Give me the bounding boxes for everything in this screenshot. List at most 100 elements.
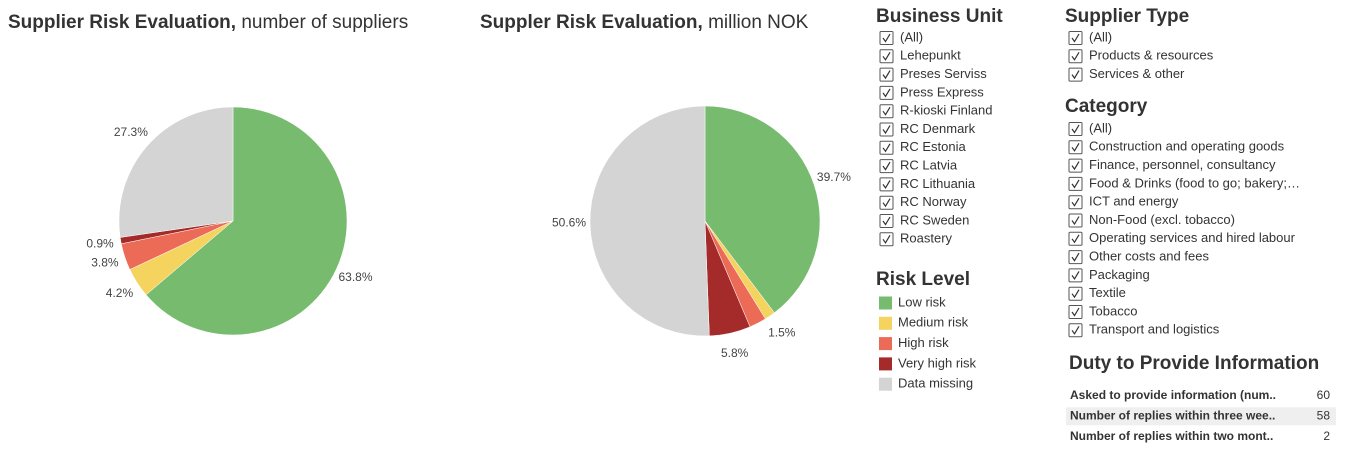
filter-option[interactable]: Construction and operating goods (1089, 139, 1285, 154)
checkmark (882, 88, 891, 98)
checkmark (1071, 252, 1080, 262)
checkbox[interactable] (1068, 195, 1083, 210)
filter-option[interactable]: Press Express (900, 84, 984, 99)
filter-option[interactable]: RC Denmark (900, 121, 976, 136)
checkmark (882, 106, 891, 116)
data-label: 4.2% (106, 286, 134, 300)
checkbox[interactable] (1068, 158, 1083, 173)
checkmark (1071, 51, 1080, 61)
checkbox[interactable] (879, 232, 894, 247)
filter-option[interactable]: Packaging (1089, 267, 1150, 282)
checkbox[interactable] (879, 104, 894, 119)
filter-option[interactable]: ICT and energy (1089, 194, 1179, 209)
filter-option[interactable]: Services & other (1089, 66, 1185, 81)
filter-option[interactable]: RC Sweden (900, 212, 969, 227)
checkbox[interactable] (879, 67, 894, 82)
checkmark (882, 143, 891, 153)
checkbox[interactable] (879, 31, 894, 45)
checkmark (1071, 216, 1080, 226)
checkmark (1071, 161, 1080, 171)
checkbox[interactable] (879, 85, 894, 100)
checkmark (882, 33, 891, 43)
data-label: 39.7% (817, 170, 851, 184)
checkbox[interactable] (1068, 268, 1083, 283)
checkmark (1071, 234, 1080, 244)
chart-title: Suppler Risk Evaluation, million NOK (480, 12, 809, 33)
legend-label: Medium risk (898, 315, 969, 330)
filter-option[interactable]: Transport and logistics (1089, 322, 1220, 337)
data-label: 5.8% (721, 346, 749, 360)
legend-label: High risk (898, 335, 949, 350)
legend-title: Risk Level (876, 269, 970, 290)
filter-option[interactable]: Products & resources (1089, 48, 1214, 63)
filter-option[interactable]: RC Latvia (900, 158, 958, 173)
filter-option[interactable]: Other costs and fees (1089, 249, 1209, 264)
data-label: 50.6% (552, 216, 586, 230)
checkbox[interactable] (1068, 250, 1083, 265)
checkmark (1071, 179, 1080, 189)
filter-option[interactable]: Food & Drinks (food to go; bakery;… (1089, 175, 1300, 190)
checkbox[interactable] (879, 140, 894, 155)
checkmark (882, 198, 891, 208)
subtitle: number of suppliers (241, 12, 408, 33)
checkmark (1071, 197, 1080, 207)
filter-option[interactable]: RC Norway (900, 194, 967, 209)
chart-title: Supplier Risk Evaluation, number of supp… (8, 12, 408, 33)
filter-option[interactable]: R-kioski Finland (900, 103, 992, 118)
checkbox[interactable] (879, 177, 894, 192)
checkbox[interactable] (879, 214, 894, 228)
legend-swatch (879, 357, 892, 371)
filter-option[interactable]: Textile (1089, 285, 1126, 300)
filter-option[interactable]: Operating services and hired labour (1089, 230, 1296, 245)
data-label: 63.8% (338, 270, 372, 284)
row-highlight (1066, 407, 1336, 426)
checkbox[interactable] (879, 159, 894, 174)
checkmark (1071, 124, 1080, 134)
row-label: Number of replies within two mont.. (1070, 429, 1273, 443)
filter-option[interactable]: (All) (1089, 29, 1112, 44)
checkbox[interactable] (1068, 140, 1083, 155)
checkbox[interactable] (1068, 213, 1083, 228)
checkbox[interactable] (1068, 31, 1083, 45)
checkbox[interactable] (879, 195, 894, 210)
filter-option[interactable]: Non-Food (excl. tobacco) (1089, 212, 1235, 227)
checkbox[interactable] (1068, 122, 1083, 136)
filter-option[interactable]: (All) (1089, 120, 1112, 135)
checkbox[interactable] (1068, 305, 1083, 319)
checkbox[interactable] (1068, 176, 1083, 191)
row-label: Asked to provide information (num.. (1070, 388, 1276, 402)
filter-option[interactable]: Tobacco (1089, 303, 1137, 318)
filter-option[interactable]: (All) (900, 29, 923, 44)
filter-option[interactable]: Lehepunkt (900, 48, 961, 63)
checkbox[interactable] (1068, 67, 1083, 82)
row-value: 58 (1317, 408, 1331, 422)
checkbox[interactable] (1068, 49, 1083, 64)
checkmark (882, 70, 891, 80)
pie-slice (704, 105, 821, 314)
checkmark (882, 161, 891, 171)
title-bold: Suppler Risk Evaluation, (480, 12, 703, 33)
checkmark (1071, 307, 1080, 317)
checkmark (1071, 33, 1080, 43)
data-label: 0.9% (86, 236, 114, 250)
checkbox[interactable] (879, 122, 894, 137)
filter-option[interactable]: Finance, personnel, consultancy (1089, 157, 1276, 172)
checkbox[interactable] (879, 49, 894, 64)
filter-option[interactable]: Roastery (900, 231, 953, 246)
checkbox[interactable] (1068, 286, 1083, 301)
checkbox[interactable] (1068, 323, 1083, 338)
data-label: 1.5% (768, 325, 796, 339)
filter-option[interactable]: RC Estonia (900, 139, 967, 154)
filter-option[interactable]: Preses Serviss (900, 66, 987, 81)
filter-option[interactable]: RC Lithuania (900, 176, 976, 191)
legend-label: Very high risk (898, 355, 977, 370)
checkmark (1071, 271, 1080, 280)
row-value: 60 (1317, 388, 1331, 402)
pie-slice (118, 106, 234, 238)
legend-label: Data missing (898, 376, 973, 391)
checkmark (882, 51, 891, 61)
checkbox[interactable] (1068, 231, 1083, 246)
table-title: Duty to Provide Information (1069, 353, 1319, 374)
data-label: 3.8% (91, 256, 119, 270)
